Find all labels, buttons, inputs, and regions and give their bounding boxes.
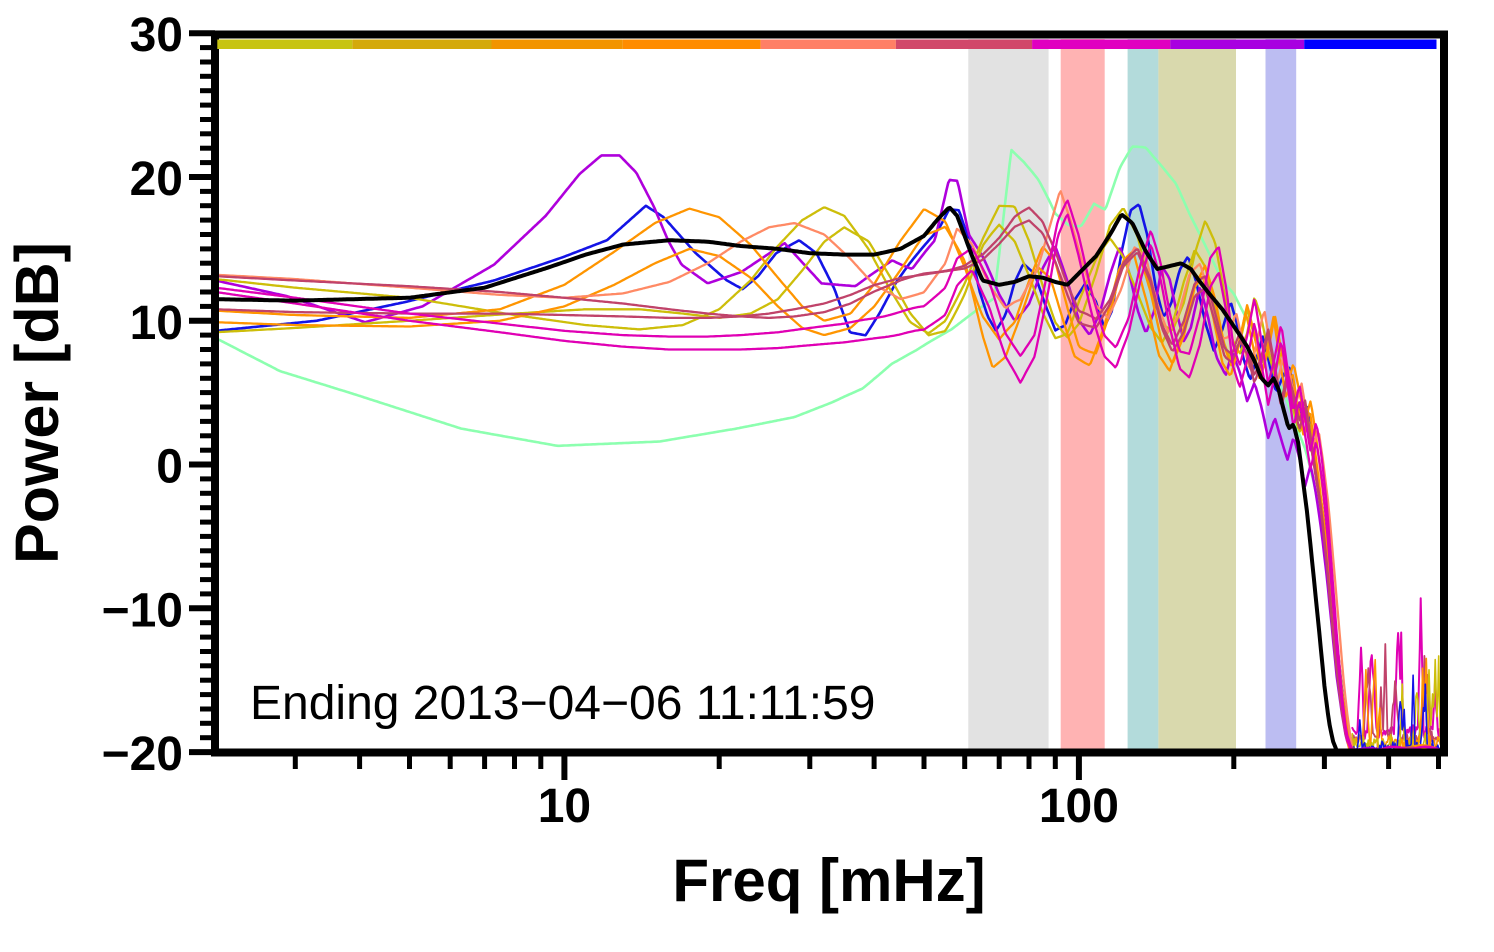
svg-text:Freq [mHz]: Freq [mHz] xyxy=(672,847,985,914)
svg-text:Power [dB]: Power [dB] xyxy=(3,242,71,564)
svg-text:0: 0 xyxy=(156,441,183,494)
svg-text:10: 10 xyxy=(538,780,591,833)
svg-text:10: 10 xyxy=(130,297,183,350)
svg-text:20: 20 xyxy=(130,153,183,206)
svg-text:−20: −20 xyxy=(102,728,183,781)
svg-text:100: 100 xyxy=(1039,780,1119,833)
svg-text:Ending 2013−04−06 11:11:59: Ending 2013−04−06 11:11:59 xyxy=(250,677,875,730)
svg-text:−10: −10 xyxy=(102,584,183,637)
svg-text:30: 30 xyxy=(130,9,183,62)
